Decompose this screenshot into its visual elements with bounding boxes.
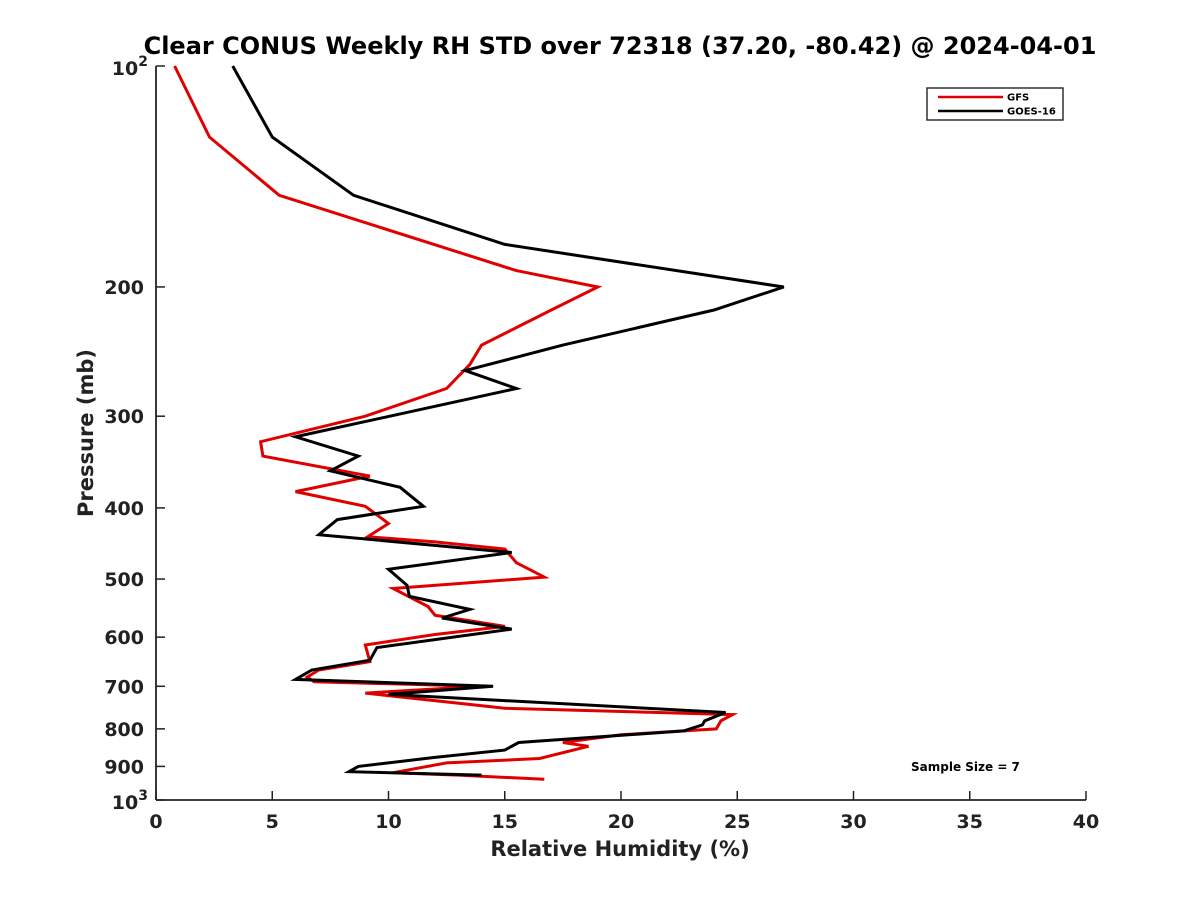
y-tick-label: 700	[104, 676, 144, 698]
legend-label-gfs: GFS	[1007, 93, 1029, 104]
x-tick-label: 40	[1073, 811, 1099, 833]
x-tick-label: 35	[957, 811, 983, 833]
y-tick-exponent: 3	[138, 788, 148, 804]
legend: GFS GOES-16	[926, 87, 1064, 121]
x-tick-label: 0	[149, 811, 162, 833]
x-tick-label: 20	[608, 811, 634, 833]
x-tick-label: 25	[724, 811, 750, 833]
series-line-gfs	[173, 65, 739, 781]
y-tick-exponent: 2	[138, 54, 148, 70]
y-tick-label: 103	[112, 788, 148, 814]
legend-label-goes16: GOES-16	[1007, 107, 1056, 118]
x-axis-ticks: 0 5 10 15 20 25 30 35 40	[149, 791, 1099, 833]
y-tick-base: 10	[112, 58, 138, 80]
y-tick-base: 10	[112, 792, 138, 814]
sample-size-annotation: Sample Size = 7	[911, 760, 1020, 774]
series-layer	[173, 65, 785, 781]
y-tick-label: 800	[104, 719, 144, 741]
x-tick-label: 10	[375, 811, 401, 833]
y-tick-label: 200	[104, 277, 144, 299]
y-tick-label: 400	[104, 498, 144, 520]
y-tick-label: 500	[104, 569, 144, 591]
x-tick-label: 15	[492, 811, 518, 833]
y-tick-label: 900	[104, 756, 144, 778]
legend-box	[926, 87, 1064, 121]
y-tick-label: 300	[104, 406, 144, 428]
x-axis-label: Relative Humidity (%)	[490, 837, 749, 861]
x-tick-label: 5	[266, 811, 279, 833]
chart-title: Clear CONUS Weekly RH STD over 72318 (37…	[144, 32, 1097, 60]
y-tick-label: 102	[112, 54, 148, 80]
y-axis-label: Pressure (mb)	[74, 349, 98, 517]
x-tick-label: 30	[840, 811, 866, 833]
series-line-goes16	[231, 65, 785, 777]
y-tick-label: 600	[104, 627, 144, 649]
plot-area: 0 5 10 15 20 25 30 35 40 10220030040050060070080…	[104, 54, 1099, 833]
